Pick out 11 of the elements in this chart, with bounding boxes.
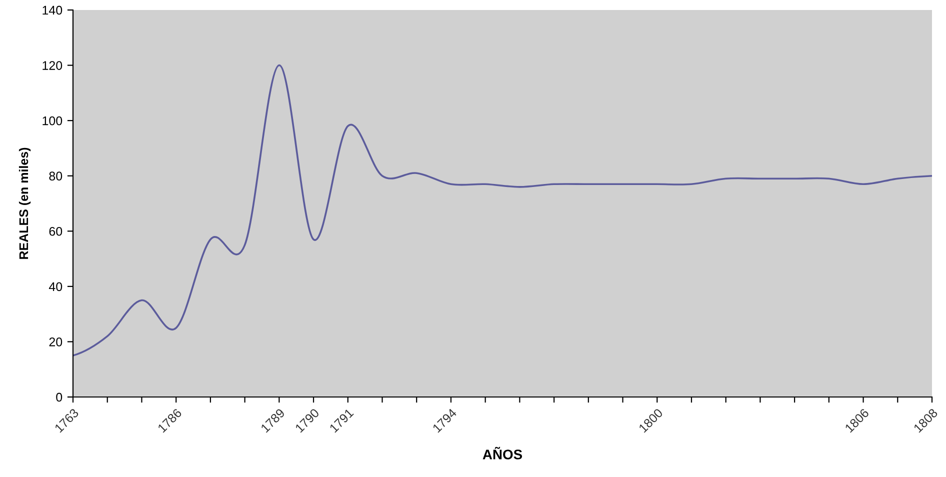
y-tick-label: 20 — [49, 338, 62, 346]
y-tick-label: 0 — [56, 392, 62, 402]
y-axis-title: REALES (en miles) — [18, 148, 31, 259]
x-axis-title: AÑOS — [482, 446, 522, 460]
y-tick-label: 100 — [42, 116, 62, 126]
y-tick-label: 60 — [49, 226, 62, 236]
y-tick-label: 40 — [48, 282, 62, 292]
line-series — [73, 64, 932, 356]
y-tick-label: 140 — [42, 6, 62, 15]
y-tick-label: 80 — [49, 172, 62, 181]
y-tick-label: 120 — [42, 61, 62, 70]
